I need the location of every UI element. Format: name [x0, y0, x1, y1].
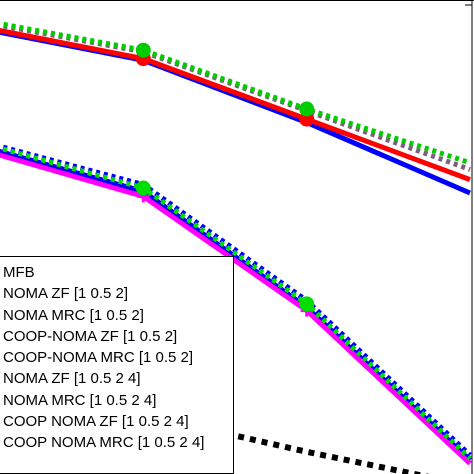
- legend-entry: NOMA ZF [1 0.5 2]: [3, 285, 129, 303]
- data-point-marker: [299, 101, 315, 117]
- data-point-marker: [299, 296, 315, 312]
- series-line: [0, 152, 472, 466]
- legend-entry: COOP NOMA ZF [1 0.5 2 4]: [3, 413, 189, 431]
- legend-entry: COOP-NOMA MRC [1 0.5 2]: [3, 349, 194, 367]
- legend-entry: NOMA MRC [1 0.5 2]: [3, 306, 144, 324]
- legend-entry: NOMA MRC [1 0.5 2 4]: [3, 391, 157, 409]
- legend-entry: COOP NOMA MRC [1 0.5 2 4]: [3, 434, 205, 452]
- series-line: [0, 143, 472, 457]
- legend-entry: COOP-NOMA ZF [1 0.5 2]: [3, 327, 178, 345]
- legend: MFB NOMA ZF [1 0.5 2] NOMA MRC [1 0.5 2]…: [0, 256, 234, 474]
- data-point-marker: [135, 42, 151, 58]
- legend-entry: NOMA ZF [1 0.5 2 4]: [3, 370, 141, 388]
- series-line: [0, 28, 471, 182]
- series-line: [0, 145, 472, 461]
- legend-entry: MFB: [3, 264, 35, 281]
- series-layer: [0, 21, 472, 474]
- data-point-marker: [135, 180, 151, 196]
- series-line: [0, 21, 471, 166]
